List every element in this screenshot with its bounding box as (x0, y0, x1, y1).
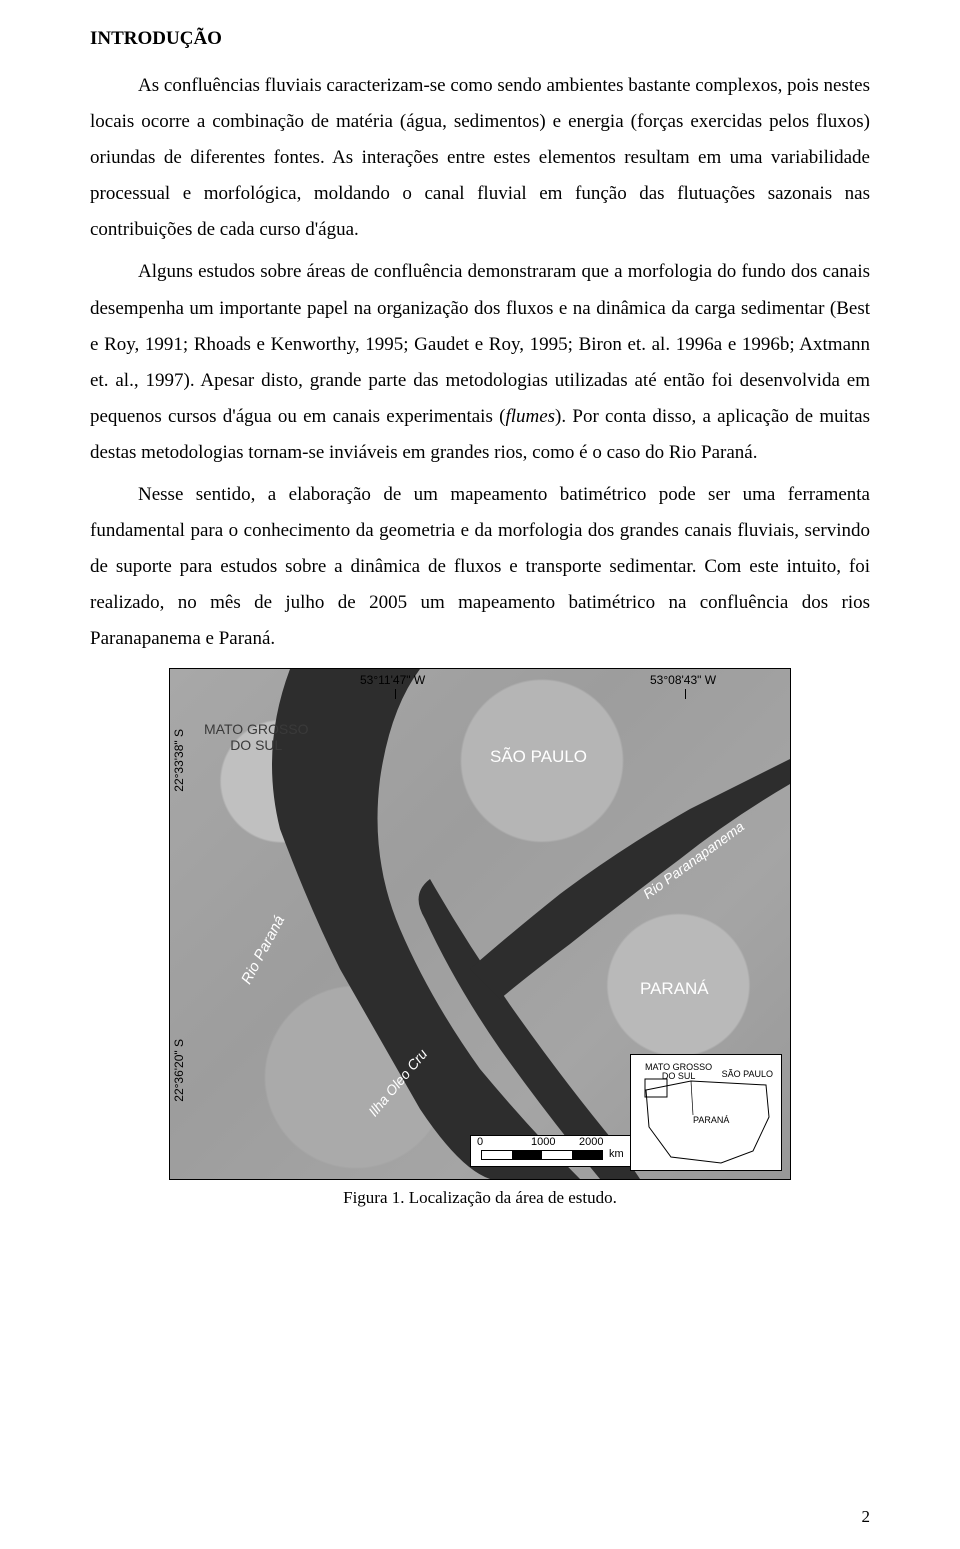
label-sao-paulo: SÃO PAULO (490, 747, 587, 767)
page: INTRODUÇÃO As confluências fluviais cara… (0, 0, 960, 1549)
coord-top-right: 53°08'43" W (650, 673, 716, 687)
scale-bar: 0 1000 2000 km (470, 1135, 647, 1167)
scale-0: 0 (477, 1136, 483, 1148)
paragraph-2-italic: flumes (505, 406, 555, 427)
scale-1: 1000 (531, 1136, 555, 1148)
inset-label-pr: PARANÁ (693, 1115, 729, 1125)
figure-caption: Figura 1. Localização da área de estudo. (90, 1188, 870, 1208)
paragraph-2-part-a: Alguns estudos sobre áreas de confluênci… (90, 261, 870, 426)
figure-1: 53°11'47" W 53°08'43" W 22°33'38" S 22°3… (90, 668, 870, 1208)
section-heading: INTRODUÇÃO (90, 28, 870, 50)
coord-tick-icon (685, 689, 686, 699)
coord-tick-icon (395, 689, 396, 699)
inset-label-ms: MATO GROSSO DO SUL (645, 1063, 712, 1081)
label-parana-state: PARANÁ (640, 979, 709, 999)
paragraph-3: Nesse sentido, a elaboração de um mapeam… (90, 477, 870, 657)
label-mato-grosso: MATO GROSSO DO SUL (204, 721, 309, 753)
map-image: 53°11'47" W 53°08'43" W 22°33'38" S 22°3… (169, 668, 791, 1180)
page-number: 2 (862, 1507, 871, 1527)
coord-side-top: 22°33'38" S (172, 729, 186, 792)
coord-top-right-text: 53°08'43" W (650, 673, 716, 687)
coord-top-left-text: 53°11'47" W (360, 673, 425, 687)
coord-top-left: 53°11'47" W (360, 673, 425, 687)
coord-side-bottom: 22°36'20" S (172, 1039, 186, 1102)
scale-bar-graphic (481, 1150, 603, 1160)
paragraph-2: Alguns estudos sobre áreas de confluênci… (90, 254, 870, 471)
scale-2: 2000 (579, 1136, 603, 1148)
scale-unit: km (609, 1148, 624, 1160)
inset-label-sp: SÃO PAULO (722, 1069, 773, 1079)
inset-map: MATO GROSSO DO SUL SÃO PAULO PARANÁ (630, 1054, 782, 1171)
paragraph-1: As confluências fluviais caracterizam-se… (90, 68, 870, 248)
